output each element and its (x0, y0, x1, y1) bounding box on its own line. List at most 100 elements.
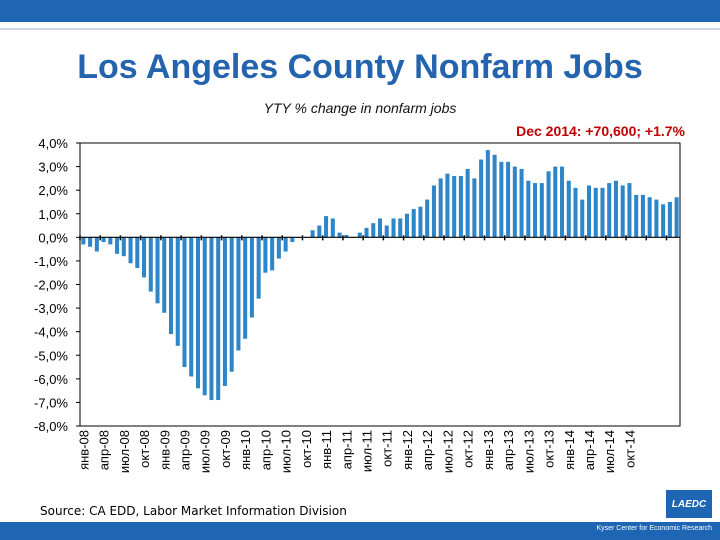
source-note: Source: CA EDD, Labor Market Information… (40, 504, 347, 518)
page-title: Los Angeles County Nonfarm Jobs (77, 48, 643, 86)
bar (202, 237, 207, 396)
bar (128, 237, 133, 264)
x-tick-label: апр-12 (420, 430, 435, 470)
bar (88, 237, 93, 247)
bar (216, 237, 221, 401)
bar (330, 218, 335, 238)
laedc-logo: LAEDC (666, 490, 712, 518)
bar (479, 159, 484, 238)
x-tick-label: окт-14 (622, 430, 637, 468)
x-tick-label: янв-08 (76, 430, 91, 470)
y-tick-label: -3,0% (34, 301, 68, 316)
x-tick-label: окт-13 (542, 430, 557, 468)
bar (404, 213, 409, 238)
bar (512, 166, 517, 238)
y-tick-label: -1,0% (34, 254, 68, 269)
bar (276, 237, 281, 259)
x-tick-label: июл-09 (198, 430, 213, 473)
bar (566, 180, 571, 238)
bar (667, 201, 672, 238)
bar (108, 237, 113, 245)
x-tick-label: апр-09 (177, 430, 192, 470)
bar (115, 237, 120, 254)
chart-annotation: Dec 2014: +70,600; +1.7% (516, 123, 685, 139)
y-tick-label: 0,0% (38, 230, 68, 245)
bar (654, 199, 659, 238)
bar (337, 232, 342, 238)
bar (317, 225, 322, 238)
bar (155, 237, 160, 304)
bar (431, 185, 436, 238)
bar (674, 197, 679, 238)
bar (465, 168, 470, 238)
y-tick-label: 2,0% (38, 183, 68, 198)
bar (506, 161, 511, 238)
bar (586, 185, 592, 238)
chart-subtitle: YTY % change in nonfarm jobs (263, 100, 457, 116)
x-tick-label: июл-12 (440, 430, 455, 473)
bar (162, 237, 167, 313)
bar (377, 218, 383, 238)
y-tick-label: 3,0% (38, 160, 68, 175)
y-tick-label: -4,0% (34, 325, 68, 340)
bar (634, 194, 639, 238)
x-tick-label: янв-12 (400, 430, 415, 470)
y-tick-label: 1,0% (38, 207, 68, 222)
x-tick-label: янв-09 (157, 430, 172, 470)
bar (458, 176, 463, 238)
x-tick-label: окт-12 (461, 430, 476, 468)
top-banner (0, 0, 720, 22)
bar (142, 237, 147, 278)
bar (243, 237, 248, 339)
bar (472, 178, 477, 238)
bar (290, 237, 295, 243)
bar (357, 232, 362, 238)
bar (195, 237, 200, 389)
bar (229, 237, 234, 372)
bar (607, 183, 612, 238)
y-tick-label: -6,0% (34, 372, 68, 387)
bar (324, 216, 329, 238)
bar (249, 237, 254, 318)
bottom-banner (0, 522, 720, 540)
bar (438, 178, 443, 238)
bar (539, 183, 544, 238)
bar (94, 237, 99, 252)
bar (580, 199, 585, 238)
bar (168, 237, 174, 335)
bar (344, 234, 349, 238)
bar (148, 237, 153, 292)
x-tick-label: янв-11 (319, 430, 334, 469)
x-tick-label: июл-13 (521, 430, 536, 473)
bar (371, 223, 376, 238)
x-tick-label: июл-08 (117, 430, 132, 473)
y-tick-label: -8,0% (34, 419, 68, 434)
x-tick-label: апр-13 (501, 430, 516, 470)
y-tick-label: -7,0% (34, 395, 68, 410)
x-tick-label: июл-10 (279, 430, 294, 473)
bar (175, 237, 180, 346)
bar (661, 204, 666, 238)
bar (391, 218, 396, 238)
bar (452, 176, 457, 238)
bar (627, 183, 632, 238)
y-tick-label: -2,0% (34, 278, 68, 293)
x-tick-label: апр-10 (258, 430, 273, 470)
bar-chart: 4,0% 3,0% 2,0% 1,0% 0,0% -1,0% -2,0% -3,0% -4,0%… (34, 136, 681, 473)
bar (101, 237, 106, 243)
x-tick-label: июл-14 (602, 430, 617, 473)
bar (189, 237, 194, 377)
bar (526, 180, 531, 238)
x-tick-label: апр-14 (582, 430, 597, 470)
x-tick-label: июл-11 (360, 430, 375, 472)
x-tick-label: окт-10 (299, 430, 314, 468)
x-tick-label: янв-10 (238, 430, 253, 470)
bar (209, 237, 214, 401)
bar (492, 154, 497, 238)
y-tick-label: 4,0% (38, 136, 68, 151)
top-divider (0, 28, 720, 30)
bar (647, 197, 652, 238)
bar (256, 237, 261, 299)
bar (270, 237, 275, 271)
bar (519, 168, 524, 238)
